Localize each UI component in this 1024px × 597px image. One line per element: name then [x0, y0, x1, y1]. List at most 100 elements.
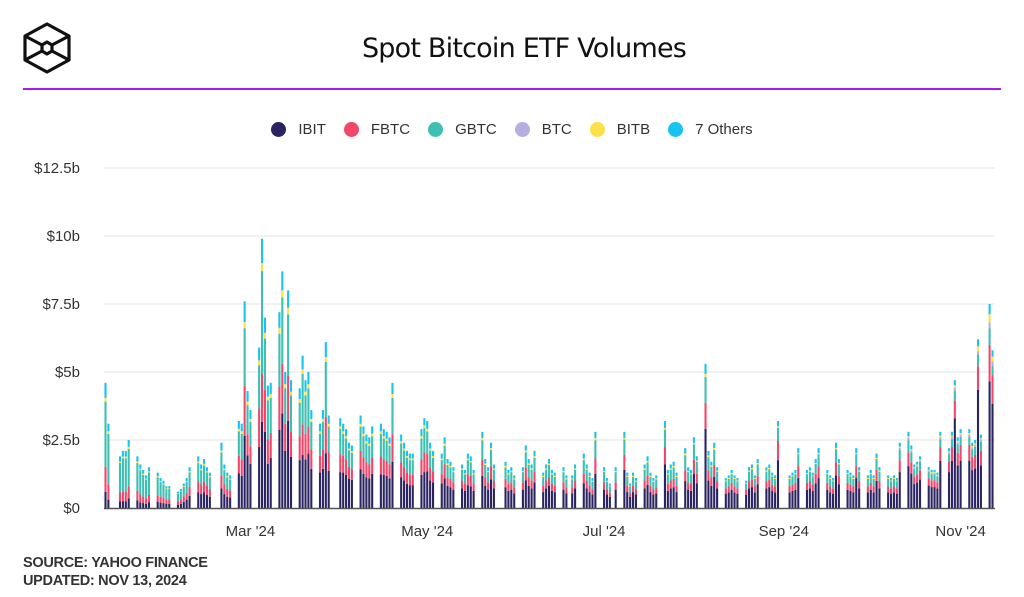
bar-2024-09-23[interactable] — [846, 469, 849, 508]
bar-2024-01-17[interactable] — [121, 450, 124, 508]
bar-2024-10-29[interactable] — [950, 431, 953, 508]
bar-2024-08-01[interactable] — [692, 437, 695, 508]
bar-2024-09-03[interactable] — [788, 475, 791, 508]
legend-item-btc[interactable]: BTC — [514, 121, 572, 138]
bar-2024-06-18[interactable] — [565, 475, 568, 508]
bar-2024-07-18[interactable] — [652, 478, 655, 508]
bar-2024-02-01[interactable] — [165, 486, 168, 508]
bar-2024-09-09[interactable] — [805, 469, 809, 508]
bar-2024-04-23[interactable] — [403, 442, 406, 508]
bar-2024-02-13[interactable] — [200, 464, 203, 508]
bar-2024-07-17[interactable] — [649, 472, 652, 508]
bar-2024-01-16[interactable] — [118, 456, 122, 508]
bar-2024-06-25[interactable] — [585, 464, 588, 508]
bar-2024-09-18[interactable] — [832, 478, 835, 508]
bar-2024-10-10[interactable] — [895, 478, 898, 508]
bar-2024-08-09[interactable] — [716, 467, 719, 508]
bar-2024-08-27[interactable] — [768, 464, 771, 508]
bar-2024-07-09[interactable] — [626, 472, 629, 508]
bar-2024-06-14[interactable] — [553, 472, 556, 508]
bar-2024-08-07[interactable] — [710, 461, 713, 508]
bar-2024-04-11[interactable] — [368, 437, 371, 508]
bar-2024-04-30[interactable] — [423, 418, 426, 508]
bar-2024-07-16[interactable] — [646, 456, 649, 508]
bar-2024-02-09[interactable] — [188, 467, 191, 508]
legend-item-bitb[interactable]: BITB — [589, 121, 650, 138]
bar-2024-03-22[interactable] — [310, 410, 313, 508]
bar-2024-04-16[interactable] — [382, 429, 385, 508]
bar-2024-09-04[interactable] — [791, 472, 794, 508]
bar-2024-05-08[interactable] — [446, 459, 449, 508]
bar-2024-03-11[interactable] — [278, 312, 281, 508]
bar-2024-09-19[interactable] — [834, 442, 838, 508]
bar-2024-02-14[interactable] — [203, 459, 206, 508]
bar-2024-02-29[interactable] — [246, 391, 249, 508]
bar-2024-10-07[interactable] — [887, 475, 890, 508]
bar-2024-07-26[interactable] — [675, 472, 678, 508]
bar-2024-05-14[interactable] — [463, 469, 466, 508]
bar-2024-06-27[interactable] — [591, 478, 594, 508]
bar-2024-06-13[interactable] — [550, 469, 553, 508]
bar-2024-04-10[interactable] — [365, 434, 368, 508]
bar-2024-03-01[interactable] — [249, 410, 252, 508]
bar-2024-03-04[interactable] — [258, 347, 261, 508]
bar-2024-11-12[interactable] — [991, 350, 994, 508]
bar-2024-02-15[interactable] — [205, 467, 208, 508]
bar-2024-10-04[interactable] — [878, 467, 881, 508]
bar-2024-08-23[interactable] — [756, 459, 759, 508]
bar-2024-10-16[interactable] — [913, 464, 916, 508]
bar-2024-01-30[interactable] — [159, 478, 162, 508]
bar-2024-08-16[interactable] — [736, 478, 739, 508]
bar-2024-11-06[interactable] — [974, 440, 977, 508]
bar-2024-04-01[interactable] — [339, 418, 342, 508]
bar-2024-01-11[interactable] — [104, 382, 107, 508]
bar-2024-07-31[interactable] — [689, 469, 693, 508]
bar-2024-02-21[interactable] — [223, 464, 226, 508]
bar-2024-10-03[interactable] — [875, 453, 878, 508]
bar-2024-01-19[interactable] — [127, 440, 130, 508]
bar-2024-05-30[interactable] — [510, 467, 513, 508]
bar-2024-04-04[interactable] — [347, 442, 351, 508]
bar-2024-07-23[interactable] — [666, 469, 669, 508]
bar-2024-03-06[interactable] — [263, 317, 266, 508]
bar-2024-04-22[interactable] — [400, 434, 403, 508]
bar-2024-02-06[interactable] — [179, 488, 182, 508]
bar-2024-03-18[interactable] — [298, 388, 301, 508]
bar-2024-11-01[interactable] — [959, 429, 962, 508]
legend-item-gbtc[interactable]: GBTC — [428, 121, 497, 138]
bar-2024-03-19[interactable] — [301, 355, 304, 508]
bar-2024-08-21[interactable] — [750, 464, 753, 508]
bar-2024-02-07[interactable] — [182, 483, 185, 508]
bar-2024-03-26[interactable] — [321, 410, 324, 508]
bar-2024-08-12[interactable] — [724, 478, 727, 508]
bar-2024-03-27[interactable] — [324, 342, 327, 508]
bar-2024-09-26[interactable] — [855, 448, 858, 508]
bar-2024-03-20[interactable] — [304, 380, 307, 508]
legend-item-ibit[interactable]: IBIT — [271, 121, 326, 138]
bar-2024-06-26[interactable] — [588, 472, 591, 508]
bar-2024-07-12[interactable] — [634, 478, 638, 508]
bar-2024-02-28[interactable] — [243, 301, 246, 508]
bar-2024-08-13[interactable] — [727, 475, 730, 508]
bar-2024-06-12[interactable] — [547, 459, 551, 508]
bar-2024-05-06[interactable] — [440, 453, 443, 508]
bar-2024-04-09[interactable] — [362, 426, 365, 508]
bar-2024-07-11[interactable] — [632, 472, 635, 508]
bar-2024-05-21[interactable] — [484, 459, 487, 508]
bar-2024-06-28[interactable] — [594, 431, 597, 508]
bar-2024-04-08[interactable] — [359, 415, 362, 508]
bar-2024-09-25[interactable] — [852, 475, 855, 508]
bar-2024-08-15[interactable] — [733, 475, 736, 508]
bar-2024-02-16[interactable] — [208, 472, 211, 508]
bar-2024-10-30[interactable] — [953, 380, 956, 508]
bar-2024-02-23[interactable] — [229, 475, 232, 508]
bar-2024-10-11[interactable] — [898, 442, 901, 508]
bar-2024-10-02[interactable] — [872, 475, 875, 508]
bar-2024-05-01[interactable] — [426, 420, 429, 508]
bar-2024-04-12[interactable] — [371, 426, 374, 508]
bar-2024-01-24[interactable] — [142, 469, 145, 508]
bar-2024-05-10[interactable] — [452, 467, 455, 508]
bar-2024-07-19[interactable] — [655, 475, 658, 508]
bar-2024-09-20[interactable] — [837, 459, 840, 508]
bar-2024-06-05[interactable] — [527, 459, 530, 508]
